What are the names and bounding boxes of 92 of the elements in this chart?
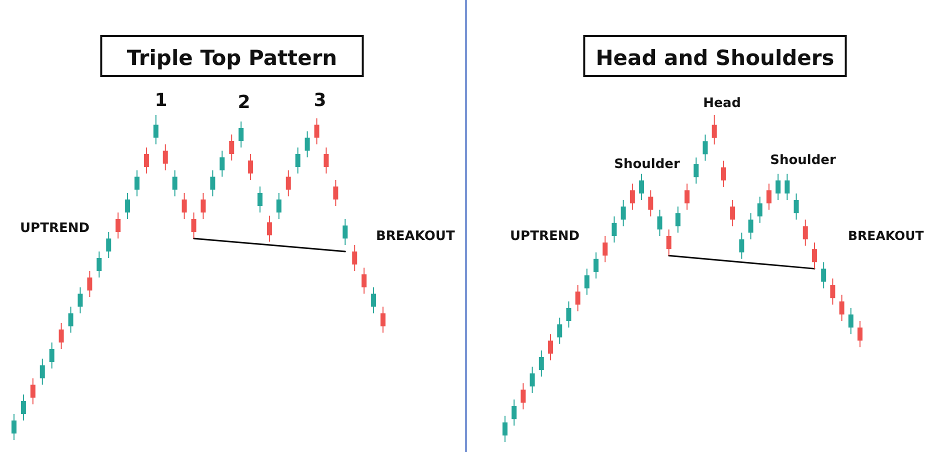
candlestick (172, 170, 178, 197)
candlestick (144, 147, 149, 174)
candlestick (566, 300, 572, 328)
candlestick (502, 415, 508, 442)
candlestick (794, 192, 799, 220)
candlestick (362, 267, 367, 294)
candlestick (730, 200, 736, 227)
candlestick (191, 212, 196, 239)
candlestick (266, 215, 272, 242)
candlestick (766, 183, 772, 210)
candlestick (639, 173, 644, 201)
candlestick (96, 251, 102, 278)
candlestick (380, 306, 386, 334)
candlestick (87, 270, 92, 298)
candlestick (324, 147, 329, 174)
candlestick (286, 170, 291, 197)
candlestick (200, 192, 206, 220)
candlestick (248, 154, 254, 180)
candlestick (49, 342, 54, 369)
annotation: Shoulder (770, 153, 836, 168)
candlestick (657, 209, 662, 236)
candlestick (229, 134, 234, 161)
candlestick (153, 114, 158, 145)
candlestick (594, 252, 599, 279)
candlestick (620, 200, 626, 227)
candlestick (258, 186, 262, 213)
candlestick (720, 160, 726, 188)
candlestick (314, 118, 320, 145)
chart-title: Head and Shoulders (596, 46, 834, 70)
candlestick (520, 382, 526, 410)
candlestick (548, 334, 554, 361)
candlestick (304, 130, 310, 158)
candlestick (78, 286, 83, 314)
candlestick (584, 268, 590, 296)
candlestick (20, 394, 26, 421)
text: 1 (154, 90, 168, 111)
candlestick (512, 398, 517, 426)
candlestick (125, 192, 130, 220)
text: Head (703, 96, 741, 111)
text: 3 (314, 90, 326, 111)
candlestick (675, 206, 680, 234)
candlestick (182, 192, 187, 220)
annotation: UPTREND (510, 229, 580, 244)
candlestick (12, 414, 16, 440)
candlestick (739, 232, 744, 260)
candlestick (848, 307, 854, 335)
candlestick (802, 219, 808, 246)
candlestick (694, 157, 699, 184)
candlestick (712, 114, 717, 145)
chart-title: Triple Top Pattern (126, 46, 338, 70)
candlestick (68, 306, 74, 334)
candlestick (295, 147, 300, 174)
candlestick (276, 192, 282, 220)
candlestick (371, 286, 376, 314)
candlestick (648, 190, 654, 217)
candlestick (220, 150, 225, 178)
candlestick (116, 212, 121, 239)
annotation: BREAKOUT (848, 228, 924, 243)
candlestick (757, 196, 762, 224)
annotation: BREAKOUT (376, 229, 455, 244)
candlestick (602, 235, 608, 263)
candlestick (352, 244, 358, 272)
candlestick (538, 350, 544, 378)
candlestick (748, 212, 754, 240)
candlestick (821, 262, 826, 289)
annotation: UPTREND (20, 221, 90, 236)
candlestick (162, 144, 168, 171)
candlestick (210, 170, 216, 197)
candlestick (40, 358, 45, 386)
candlestick (106, 232, 112, 258)
candlestick (342, 218, 348, 246)
candlestick (333, 180, 338, 206)
candlestick (858, 320, 862, 348)
candlestick (839, 294, 844, 322)
candlestick (30, 378, 36, 405)
candlestick (784, 173, 790, 201)
candlestick (666, 228, 672, 256)
candlestick (557, 317, 562, 344)
candlestick (575, 284, 580, 312)
text: 2 (238, 92, 250, 113)
candlestick (702, 134, 708, 162)
candlestick (58, 322, 64, 350)
annotation: Shoulder (614, 157, 680, 172)
candlestick (630, 183, 635, 210)
candlestick (812, 242, 817, 270)
candlestick (134, 170, 140, 197)
candlestick (530, 366, 535, 394)
candlestick (684, 183, 690, 210)
candlestick (830, 278, 836, 306)
candlestick (612, 216, 617, 244)
candlestick (776, 173, 781, 201)
candlestick (238, 121, 244, 148)
